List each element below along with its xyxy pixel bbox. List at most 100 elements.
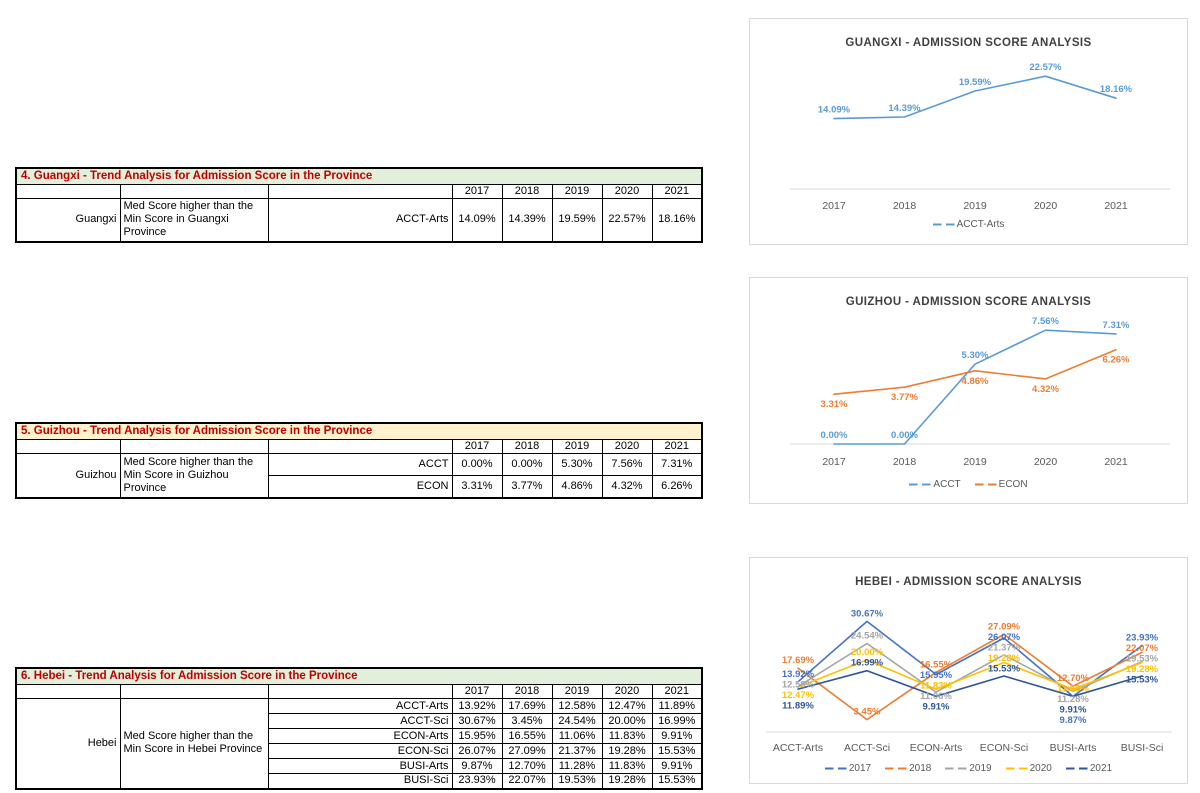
series-line-2021[interactable]: [797, 669, 1143, 698]
description-cell[interactable]: Med Score higher than the Min Score in G…: [119, 198, 269, 242]
legend-item-2019[interactable]: 2019: [945, 763, 992, 774]
program-cell[interactable]: ACCT-Arts: [267, 198, 453, 242]
empty-header-cell[interactable]: [119, 439, 269, 454]
value-cell[interactable]: 0.00%: [501, 453, 553, 476]
value-cell[interactable]: 12.70%: [501, 758, 553, 774]
value-cell[interactable]: 3.77%: [501, 475, 553, 498]
value-cell[interactable]: 19.59%: [551, 198, 603, 242]
table-title[interactable]: 6. Hebei - Trend Analysis for Admission …: [15, 667, 703, 685]
value-cell[interactable]: 30.67%: [451, 713, 503, 729]
value-cell[interactable]: 14.09%: [451, 198, 503, 242]
empty-header-cell[interactable]: [119, 184, 269, 199]
program-cell[interactable]: ACCT: [267, 453, 453, 476]
chart-card-2[interactable]: HEBEI - ADMISSION SCORE ANALYSIS ACCT-Art…: [749, 557, 1188, 784]
year-header-cell[interactable]: 2017: [451, 684, 503, 699]
legend-item-2018[interactable]: 2018: [885, 763, 931, 774]
value-cell[interactable]: 13.92%: [451, 698, 503, 714]
value-cell[interactable]: 19.53%: [551, 773, 603, 789]
year-header-cell[interactable]: 2017: [451, 184, 503, 199]
legend-item-ACCT[interactable]: ACCT: [909, 479, 961, 490]
legend-item-ACCT-Arts[interactable]: ACCT-Arts: [932, 219, 1004, 230]
value-cell[interactable]: 24.54%: [551, 713, 603, 729]
value-cell[interactable]: 4.32%: [601, 475, 653, 498]
year-header-cell[interactable]: 2020: [601, 684, 653, 699]
year-header-cell[interactable]: 2021: [651, 439, 703, 454]
value-cell[interactable]: 11.06%: [551, 728, 603, 744]
value-cell[interactable]: 14.39%: [501, 198, 553, 242]
program-cell[interactable]: BUSI-Arts: [267, 758, 453, 774]
year-header-cell[interactable]: 2019: [551, 439, 603, 454]
table-title[interactable]: 4. Guangxi - Trend Analysis for Admissio…: [15, 167, 703, 185]
empty-header-cell[interactable]: [15, 439, 121, 454]
value-cell[interactable]: 12.58%: [551, 698, 603, 714]
series-line-2017[interactable]: [797, 620, 1143, 698]
empty-header-cell[interactable]: [267, 684, 453, 699]
value-cell[interactable]: 19.28%: [601, 743, 653, 759]
value-cell[interactable]: 27.09%: [501, 743, 553, 759]
value-cell[interactable]: 11.83%: [601, 728, 653, 744]
value-cell[interactable]: 23.93%: [451, 773, 503, 789]
legend-item-2021[interactable]: 2021: [1065, 763, 1112, 774]
value-cell[interactable]: 22.57%: [601, 198, 653, 242]
legend-item-2020[interactable]: 2020: [1005, 763, 1052, 774]
year-header-cell[interactable]: 2019: [551, 184, 603, 199]
value-cell[interactable]: 11.28%: [551, 758, 603, 774]
legend-item-2017[interactable]: 2017: [824, 763, 871, 774]
program-cell[interactable]: ACCT-Arts: [267, 698, 453, 714]
value-cell[interactable]: 11.89%: [651, 698, 703, 714]
province-cell[interactable]: Hebei: [15, 698, 121, 789]
series-line-ACCT-Arts[interactable]: [833, 75, 1117, 120]
empty-header-cell[interactable]: [15, 684, 121, 699]
value-cell[interactable]: 22.07%: [501, 773, 553, 789]
value-cell[interactable]: 7.56%: [601, 453, 653, 476]
value-cell[interactable]: 6.26%: [651, 475, 703, 498]
year-header-cell[interactable]: 2021: [651, 684, 703, 699]
year-header-cell[interactable]: 2020: [601, 184, 653, 199]
empty-header-cell[interactable]: [15, 184, 121, 199]
year-header-cell[interactable]: 2021: [651, 184, 703, 199]
series-line-2018[interactable]: [797, 633, 1143, 721]
value-cell[interactable]: 16.55%: [501, 728, 553, 744]
legend-item-ECON[interactable]: ECON: [974, 479, 1028, 490]
series-line-ECON[interactable]: [833, 348, 1117, 395]
year-header-cell[interactable]: 2018: [501, 184, 553, 199]
value-cell[interactable]: 4.86%: [551, 475, 603, 498]
value-cell[interactable]: 19.28%: [601, 773, 653, 789]
value-cell[interactable]: 9.91%: [651, 728, 703, 744]
year-header-cell[interactable]: 2018: [501, 684, 553, 699]
value-cell[interactable]: 11.83%: [601, 758, 653, 774]
value-cell[interactable]: 0.00%: [451, 453, 503, 476]
year-header-cell[interactable]: 2019: [551, 684, 603, 699]
year-header-cell[interactable]: 2017: [451, 439, 503, 454]
value-cell[interactable]: 15.53%: [651, 743, 703, 759]
year-header-cell[interactable]: 2020: [601, 439, 653, 454]
series-line-2019[interactable]: [797, 642, 1143, 693]
empty-header-cell[interactable]: [119, 684, 269, 699]
value-cell[interactable]: 5.30%: [551, 453, 603, 476]
chart-card-0[interactable]: GUANGXI - ADMISSION SCORE ANALYSIS 2017 20…: [749, 18, 1188, 245]
value-cell[interactable]: 20.00%: [601, 713, 653, 729]
value-cell[interactable]: 17.69%: [501, 698, 553, 714]
value-cell[interactable]: 18.16%: [651, 198, 703, 242]
value-cell[interactable]: 3.31%: [451, 475, 503, 498]
value-cell[interactable]: 7.31%: [651, 453, 703, 476]
year-header-cell[interactable]: 2018: [501, 439, 553, 454]
series-line-2020[interactable]: [797, 659, 1143, 691]
table-title[interactable]: 5. Guizhou - Trend Analysis for Admissio…: [15, 422, 703, 440]
value-cell[interactable]: 12.47%: [601, 698, 653, 714]
series-line-ACCT[interactable]: [833, 329, 1117, 445]
description-cell[interactable]: Med Score higher than the Min Score in H…: [119, 698, 269, 789]
empty-header-cell[interactable]: [267, 184, 453, 199]
value-cell[interactable]: 16.99%: [651, 713, 703, 729]
program-cell[interactable]: ACCT-Sci: [267, 713, 453, 729]
value-cell[interactable]: 15.95%: [451, 728, 503, 744]
program-cell[interactable]: ECON-Arts: [267, 728, 453, 744]
value-cell[interactable]: 3.45%: [501, 713, 553, 729]
description-cell[interactable]: Med Score higher than the Min Score in G…: [119, 453, 269, 498]
empty-header-cell[interactable]: [267, 439, 453, 454]
value-cell[interactable]: 26.07%: [451, 743, 503, 759]
province-cell[interactable]: Guizhou: [15, 453, 121, 498]
program-cell[interactable]: ECON-Sci: [267, 743, 453, 759]
value-cell[interactable]: 9.91%: [651, 758, 703, 774]
value-cell[interactable]: 15.53%: [651, 773, 703, 789]
